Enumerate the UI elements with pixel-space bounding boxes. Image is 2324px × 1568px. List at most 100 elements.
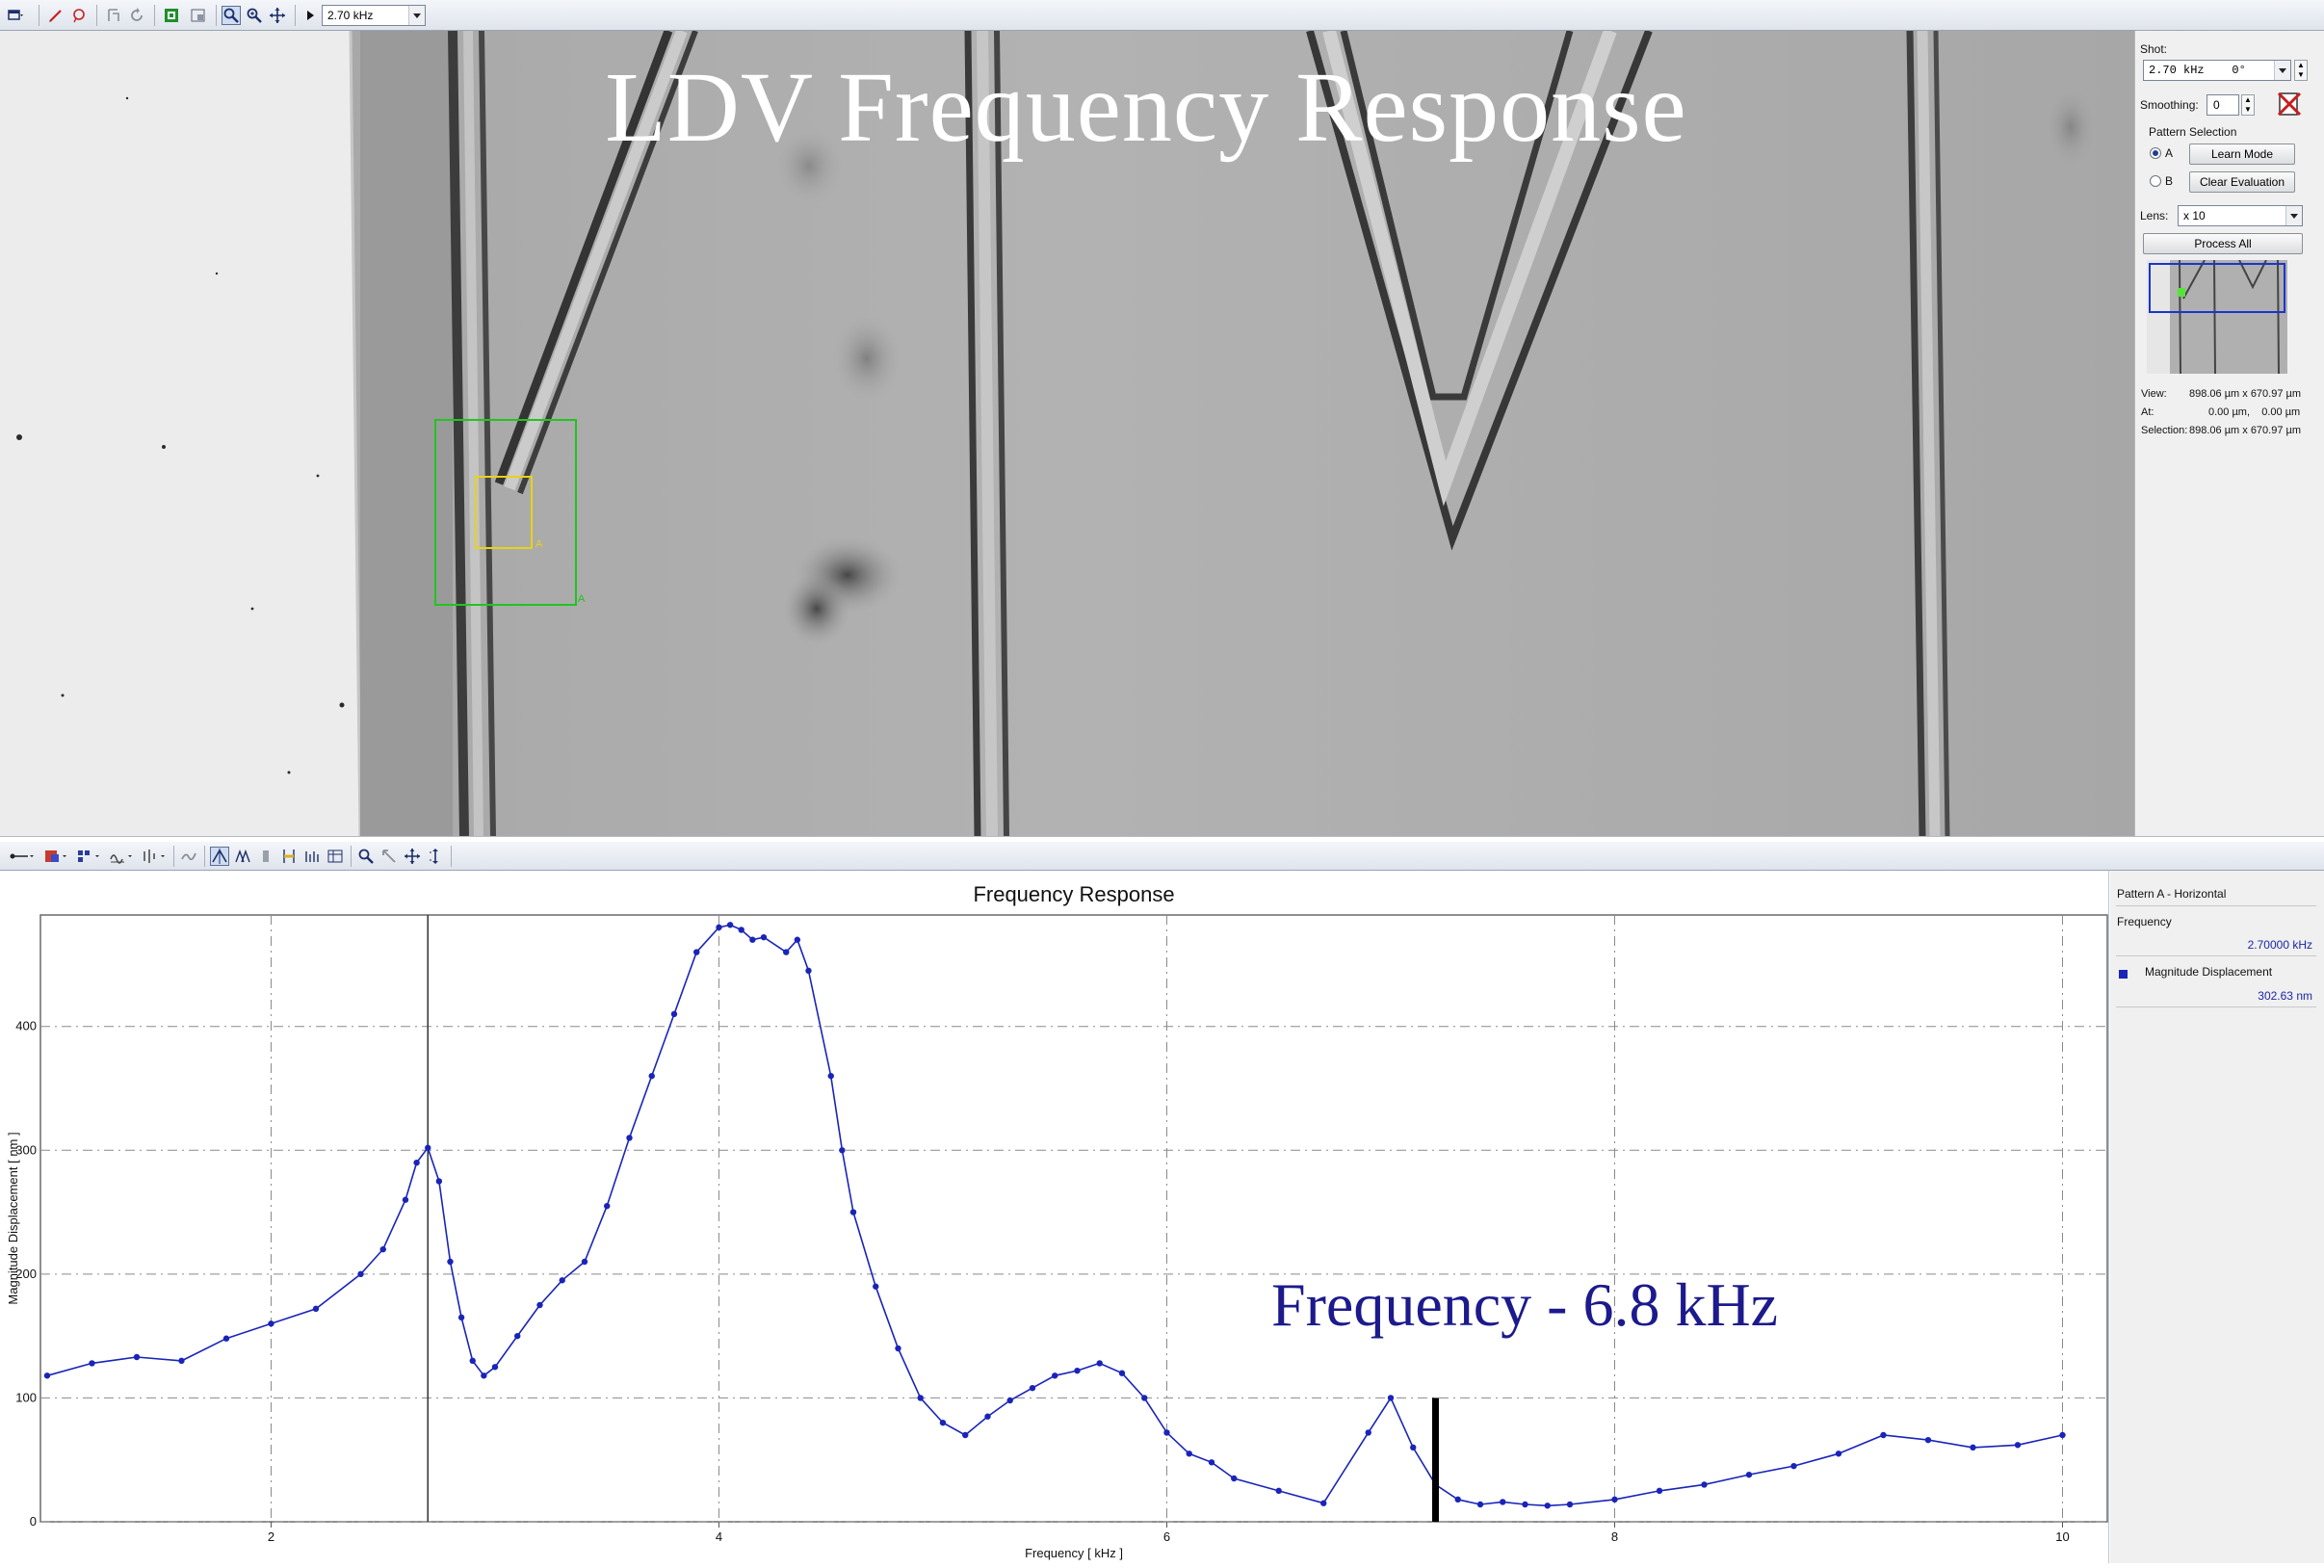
process-all-button[interactable]: Process All <box>2143 233 2303 254</box>
frequency-select-value: 2.70 kHz <box>327 9 374 22</box>
chart-zoom-reset-icon[interactable] <box>379 847 399 866</box>
data-point <box>626 1135 633 1141</box>
navigator-view-rectangle[interactable] <box>2149 263 2285 313</box>
selection-label: Selection: <box>2141 425 2188 436</box>
chevron-down-icon <box>2285 206 2302 225</box>
data-point <box>491 1364 499 1371</box>
play-icon[interactable] <box>300 6 320 25</box>
chart-area[interactable]: Frequency Response 2 4 6 8 10 0 100 200 300 400 Fre… <box>0 871 2109 1563</box>
region-icon[interactable] <box>189 6 208 25</box>
data-point <box>178 1357 185 1365</box>
y-tick-label: 0 <box>30 1514 37 1529</box>
legend-divider <box>2116 955 2316 956</box>
legend-series-swatch <box>2119 970 2128 979</box>
zoom-plus-icon[interactable] <box>245 6 264 25</box>
delete-icon[interactable] <box>2276 91 2303 118</box>
data-point <box>379 1245 386 1253</box>
layout-icon[interactable] <box>75 847 104 866</box>
data-point <box>1186 1450 1192 1457</box>
data-point <box>2014 1442 2022 1449</box>
frequency-select[interactable]: 2.70 kHz <box>322 5 426 26</box>
side-panel: Shot: 2.70 kHz 0° ▲ ▼ Smoothing: 0 ▲ ▼ Pat… <box>2134 31 2324 836</box>
pattern-tool-icon[interactable] <box>104 6 123 25</box>
roi-inner-label: A <box>535 538 543 550</box>
radio-b[interactable] <box>2150 175 2161 187</box>
radio-a[interactable] <box>2150 147 2161 159</box>
roi-inner-rectangle[interactable] <box>475 476 533 549</box>
data-point <box>984 1413 991 1420</box>
chart-zoom-icon[interactable] <box>356 847 376 866</box>
roi-outer-rectangle[interactable] <box>434 419 577 606</box>
data-point <box>481 1372 487 1379</box>
data-point <box>1880 1431 1887 1439</box>
microscope-image <box>0 31 2134 836</box>
chart-legend-panel: Pattern A - Horizontal Frequency 2.70000… <box>2110 871 2324 1563</box>
data-point <box>1924 1436 1932 1444</box>
pencil-icon[interactable] <box>46 6 65 25</box>
y-tick-label: 200 <box>15 1267 37 1281</box>
data-point <box>917 1395 924 1401</box>
smooth-curve-icon[interactable] <box>179 847 198 866</box>
data-point <box>760 933 768 941</box>
zoom-icon[interactable] <box>222 6 241 25</box>
lens-select[interactable]: x 10 <box>2178 205 2303 226</box>
rotate-icon[interactable] <box>127 6 146 25</box>
data-point <box>1365 1429 1371 1436</box>
peak-cursor-icon[interactable] <box>210 847 229 866</box>
shot-label: Shot: <box>2140 42 2168 56</box>
data-point <box>1476 1501 1484 1508</box>
smoothing-input[interactable]: 0 <box>2206 94 2239 116</box>
data-point <box>849 1209 857 1215</box>
data-point <box>1454 1496 1461 1503</box>
shot-spinner[interactable]: ▲ ▼ <box>2294 60 2308 81</box>
window-menu-icon[interactable] <box>6 6 25 25</box>
waveform-icon[interactable] <box>141 847 170 866</box>
lasso-icon[interactable] <box>69 6 89 25</box>
data-point <box>1006 1397 1013 1404</box>
data-point <box>2059 1431 2066 1439</box>
data-point <box>43 1372 51 1379</box>
x-tick-label: 2 <box>268 1529 274 1544</box>
data-point <box>1701 1481 1708 1488</box>
data-point <box>839 1147 846 1154</box>
data-point <box>1500 1499 1506 1505</box>
data-point <box>1611 1496 1618 1503</box>
marker-icon[interactable] <box>279 847 299 866</box>
data-point <box>805 967 812 975</box>
y-axis-label: Magnitude Displacement [ nm ] <box>6 1132 20 1304</box>
bar-icon[interactable] <box>256 847 275 866</box>
data-point <box>1410 1444 1417 1451</box>
data-point <box>873 1283 879 1290</box>
smoothing-spinner[interactable]: ▲ ▼ <box>2241 94 2255 116</box>
shot-select[interactable]: 2.70 kHz 0° <box>2143 60 2291 81</box>
y-tick-label: 300 <box>15 1142 37 1157</box>
clear-evaluation-button[interactable]: Clear Evaluation <box>2189 171 2295 193</box>
navigator-thumbnail[interactable] <box>2147 260 2287 374</box>
selection-value: 898.06 µm x 670.97 µm <box>2189 425 2302 436</box>
pane-divider[interactable] <box>0 836 2324 842</box>
overlay-title: LDV Frequency Response <box>605 52 1687 163</box>
data-point <box>1141 1395 1148 1401</box>
legend-series-label: Magnitude Displacement <box>2145 965 2273 979</box>
x-tick-label: 8 <box>1611 1529 1618 1544</box>
cursor-mode-icon[interactable] <box>8 847 37 866</box>
channel-icon[interactable] <box>42 847 71 866</box>
table-icon[interactable] <box>326 847 345 866</box>
vertical-scale-icon[interactable] <box>426 847 445 866</box>
harmonic-icon[interactable] <box>302 847 322 866</box>
chart-pan-icon[interactable] <box>403 847 422 866</box>
data-point <box>693 949 700 955</box>
data-point <box>1208 1459 1215 1466</box>
signal-type-icon[interactable] <box>108 847 137 866</box>
green-frame-icon[interactable] <box>162 6 181 25</box>
data-point <box>447 1258 454 1266</box>
double-peak-icon[interactable] <box>233 847 252 866</box>
pan-icon[interactable] <box>268 6 287 25</box>
data-point <box>726 922 734 928</box>
learn-mode-button[interactable]: Learn Mode <box>2189 144 2295 165</box>
image-view[interactable]: A A LDV Frequency Response <box>0 31 2134 836</box>
y-tick-label: 100 <box>15 1390 37 1404</box>
data-point <box>738 927 744 933</box>
y-tick-label: 400 <box>15 1019 37 1033</box>
